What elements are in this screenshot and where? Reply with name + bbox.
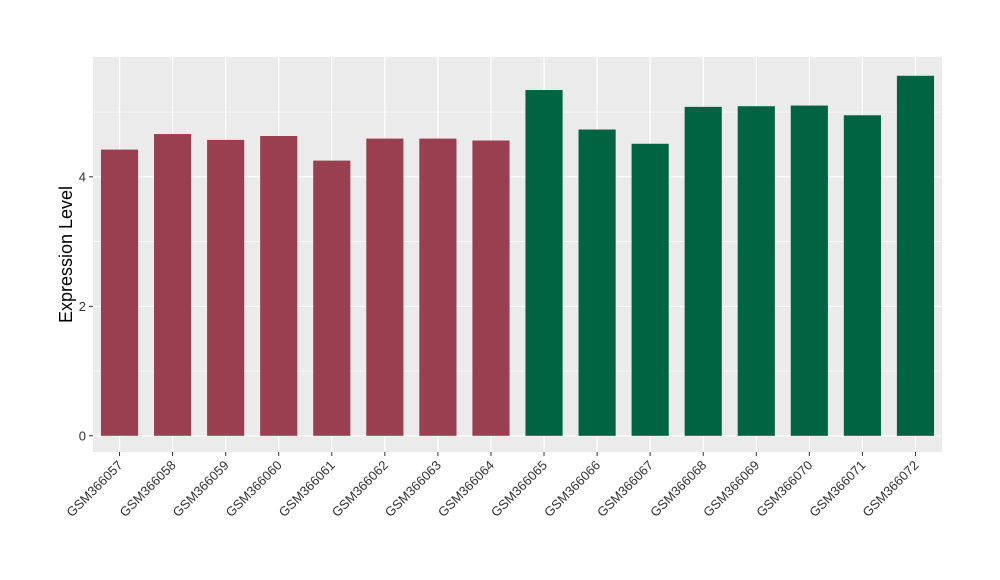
x-axis: GSM366057GSM366058GSM366059GSM366060GSM3…	[63, 452, 922, 520]
y-tick-label: 4	[79, 169, 86, 184]
bar-GSM366060	[260, 136, 298, 436]
y-tick-label: 2	[79, 299, 86, 314]
bar-GSM366063	[419, 138, 457, 436]
x-tick-label: GSM366069	[700, 458, 762, 520]
y-axis-title: Expression Level	[56, 186, 76, 323]
bar-GSM366059	[207, 139, 245, 436]
bar-GSM366064	[472, 140, 510, 436]
x-tick-label: GSM366062	[329, 458, 391, 520]
bars	[100, 75, 935, 436]
bar-GSM366067	[631, 143, 669, 436]
bar-GSM366062	[366, 138, 404, 436]
bar-GSM366057	[100, 149, 139, 436]
bar-GSM366068	[684, 106, 722, 436]
bar-GSM366070	[790, 105, 828, 436]
bar-GSM366065	[525, 90, 563, 436]
x-tick-label: GSM366070	[753, 458, 815, 520]
x-tick-label: GSM366059	[170, 458, 232, 520]
x-tick-label: GSM366058	[116, 458, 178, 520]
x-tick-label: GSM366060	[223, 458, 285, 520]
x-tick-label: GSM366063	[382, 458, 444, 520]
y-tick-label: 0	[79, 428, 86, 443]
x-tick-label: GSM366061	[276, 458, 338, 520]
x-tick-label: GSM366072	[859, 458, 921, 520]
bar-GSM366072	[896, 75, 935, 436]
x-tick-label: GSM366068	[647, 458, 709, 520]
x-tick-label: GSM366066	[541, 458, 603, 520]
y-axis: 0 2 4	[79, 169, 93, 443]
x-tick-label: GSM366057	[63, 458, 125, 520]
x-tick-label: GSM366064	[435, 458, 497, 520]
bar-GSM366066	[578, 129, 616, 436]
x-tick-label: GSM366071	[806, 458, 868, 520]
bar-GSM366071	[843, 115, 881, 436]
bar-GSM366058	[154, 134, 192, 436]
bar-GSM366069	[737, 106, 775, 436]
bar-GSM366061	[313, 160, 351, 436]
x-tick-label: GSM366065	[488, 458, 550, 520]
x-tick-label: GSM366067	[594, 458, 656, 520]
